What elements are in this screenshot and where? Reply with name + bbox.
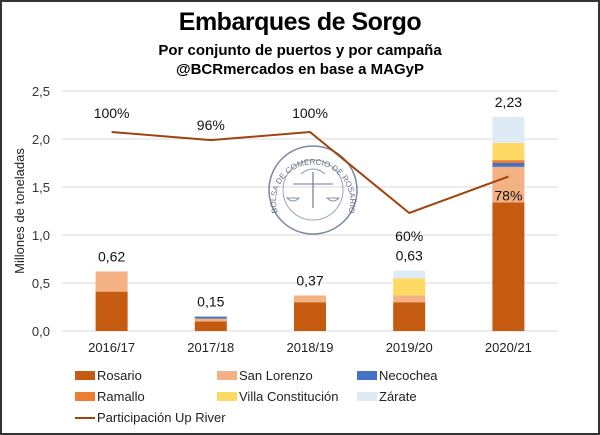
scales-pan-left bbox=[285, 197, 301, 202]
chart-subtitle: Por conjunto de puertos y por campaña bbox=[158, 42, 442, 59]
bar-segment-ramallo bbox=[492, 160, 525, 163]
bar-segment-rosario bbox=[194, 321, 227, 331]
x-tick-label: 2020/21 bbox=[485, 340, 532, 355]
line-data-label: 100% bbox=[94, 105, 130, 121]
y-tick-label: 2,0 bbox=[32, 132, 50, 147]
x-tick-label: 2018/19 bbox=[287, 340, 334, 355]
line-data-label: 60% bbox=[395, 228, 423, 244]
watermark-seal-outer bbox=[268, 145, 358, 235]
total-data-label: 0,15 bbox=[197, 294, 224, 310]
chart-source: @BCRmercados en base a MAGyP bbox=[175, 61, 425, 78]
chart-title: Embarques de Sorgo bbox=[178, 8, 422, 36]
y-tick-label: 1,0 bbox=[32, 228, 50, 243]
line-data-label: 100% bbox=[292, 105, 328, 121]
bar-segment-rosario bbox=[393, 302, 426, 331]
bar-segment-necochea bbox=[194, 316, 227, 319]
bar-segment-rosario bbox=[294, 302, 326, 331]
total-data-label: 0,63 bbox=[396, 248, 423, 264]
watermark-seal-inner bbox=[282, 159, 344, 221]
total-data-label: 0,62 bbox=[98, 248, 125, 264]
scales-pan-right bbox=[325, 197, 341, 202]
bar-segment-san-lorenzo bbox=[393, 295, 426, 303]
y-tick-label: 2,5 bbox=[32, 84, 50, 99]
total-data-label: 0,37 bbox=[296, 272, 323, 288]
line-data-label: 78% bbox=[494, 188, 522, 204]
bar-segment-zárate bbox=[492, 116, 525, 143]
bar-segment-rosario bbox=[95, 291, 128, 331]
bar-segment-san-lorenzo bbox=[492, 166, 525, 203]
bar-segment-villa-constitución bbox=[492, 142, 525, 161]
y-tick-label: 0,5 bbox=[32, 276, 50, 291]
x-tick-label: 2016/17 bbox=[88, 340, 135, 355]
x-tick-label: 2019/20 bbox=[386, 340, 433, 355]
bar-segment-san-lorenzo bbox=[294, 295, 326, 303]
bar-segment-san-lorenzo bbox=[95, 271, 128, 292]
caduceus-wings bbox=[300, 168, 326, 175]
line-participacion-up-river bbox=[111, 130, 509, 215]
bar-segment-villa-constitución bbox=[393, 278, 426, 296]
y-axis-label: Millones de toneladas bbox=[12, 148, 27, 274]
x-tick-label: 2017/18 bbox=[187, 340, 234, 355]
bar-segment-rosario bbox=[492, 202, 525, 331]
bar-segment-zárate bbox=[393, 270, 426, 279]
bar-segment-san-lorenzo bbox=[194, 318, 227, 322]
bar-segment-necochea bbox=[492, 163, 525, 167]
line-data-label: 96% bbox=[197, 117, 225, 133]
y-tick-label: 1,5 bbox=[32, 180, 50, 195]
total-data-label: 2,23 bbox=[495, 94, 522, 110]
y-tick-label: 0,0 bbox=[32, 324, 50, 339]
